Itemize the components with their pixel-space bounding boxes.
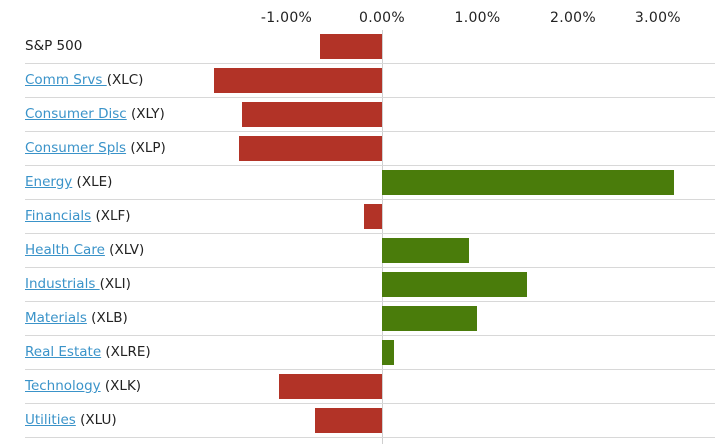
performance-bar: [382, 272, 528, 297]
ticker-symbol: (XLV): [104, 242, 145, 258]
sector-row: Utilities (XLU): [25, 404, 715, 438]
performance-bar: [382, 306, 477, 331]
sector-link[interactable]: Real Estate: [25, 344, 102, 360]
sector-row: Health Care (XLV): [25, 234, 715, 268]
performance-bar: [363, 204, 382, 229]
performance-bar: [319, 34, 382, 59]
sector-link[interactable]: Industrials: [25, 276, 100, 292]
ticker-symbol: (XLU): [75, 412, 117, 428]
sector-label: Health Care (XLV): [25, 234, 144, 267]
sector-label: S&P 500: [25, 30, 82, 63]
performance-bar: [278, 374, 382, 399]
sector-label: Materials (XLB): [25, 302, 128, 335]
ticker-symbol: (XLRE): [101, 344, 151, 360]
sector-row: Consumer Disc (XLY): [25, 98, 715, 132]
sector-row: Industrials (XLI): [25, 268, 715, 302]
sector-label: Consumer Disc (XLY): [25, 98, 165, 131]
sector-link[interactable]: Consumer Disc: [25, 106, 127, 122]
performance-bar: [238, 136, 382, 161]
zero-line: [382, 30, 383, 444]
sector-link[interactable]: Materials: [25, 310, 87, 326]
performance-bar: [382, 170, 675, 195]
ticker-symbol: (XLC): [106, 72, 144, 88]
sector-link[interactable]: Consumer Spls: [25, 140, 127, 156]
performance-bar: [213, 68, 382, 93]
ticker-symbol: (XLB): [86, 310, 128, 326]
sector-label: Real Estate (XLRE): [25, 336, 151, 369]
sector-row: Financials (XLF): [25, 200, 715, 234]
sector-label: Utilities (XLU): [25, 404, 117, 437]
sector-link[interactable]: Technology: [25, 378, 101, 394]
x-tick-label: 0.00%: [359, 10, 405, 26]
ticker-symbol: (XLF): [91, 208, 131, 224]
sector-row: S&P 500: [25, 30, 715, 64]
sector-row: Materials (XLB): [25, 302, 715, 336]
performance-bar: [241, 102, 382, 127]
sector-row: Real Estate (XLRE): [25, 336, 715, 370]
sector-link[interactable]: Utilities: [25, 412, 76, 428]
sector-link[interactable]: Energy: [25, 174, 73, 190]
sector-label: Consumer Spls (XLP): [25, 132, 166, 165]
sector-label: Industrials (XLI): [25, 268, 131, 301]
sector-row: Consumer Spls (XLP): [25, 132, 715, 166]
ticker-symbol: (XLK): [100, 378, 142, 394]
sector-label: Financials (XLF): [25, 200, 131, 233]
ticker-symbol: (XLE): [72, 174, 113, 190]
performance-bar: [315, 408, 382, 433]
sector-link[interactable]: Financials: [25, 208, 92, 224]
x-tick-label: 2.00%: [550, 10, 596, 26]
x-tick-label: 3.00%: [634, 10, 681, 26]
x-tick-label: 1.00%: [454, 10, 501, 26]
ticker-symbol: (XLI): [99, 276, 131, 292]
performance-bar: [382, 340, 395, 365]
benchmark-name: S&P 500: [25, 38, 83, 54]
ticker-symbol: (XLY): [126, 106, 165, 122]
sector-row: Comm Srvs (XLC): [25, 64, 715, 98]
sector-label: Technology (XLK): [25, 370, 141, 403]
sector-row: Energy (XLE): [25, 166, 715, 200]
x-tick-label: -1.00%: [260, 10, 313, 26]
performance-bar: [382, 238, 469, 263]
ticker-symbol: (XLP): [126, 140, 166, 156]
sector-row: Technology (XLK): [25, 370, 715, 404]
sector-label: Energy (XLE): [25, 166, 112, 199]
sector-link[interactable]: Comm Srvs: [25, 72, 107, 88]
sector-label: Comm Srvs (XLC): [25, 64, 143, 97]
sector-link[interactable]: Health Care: [25, 242, 105, 258]
